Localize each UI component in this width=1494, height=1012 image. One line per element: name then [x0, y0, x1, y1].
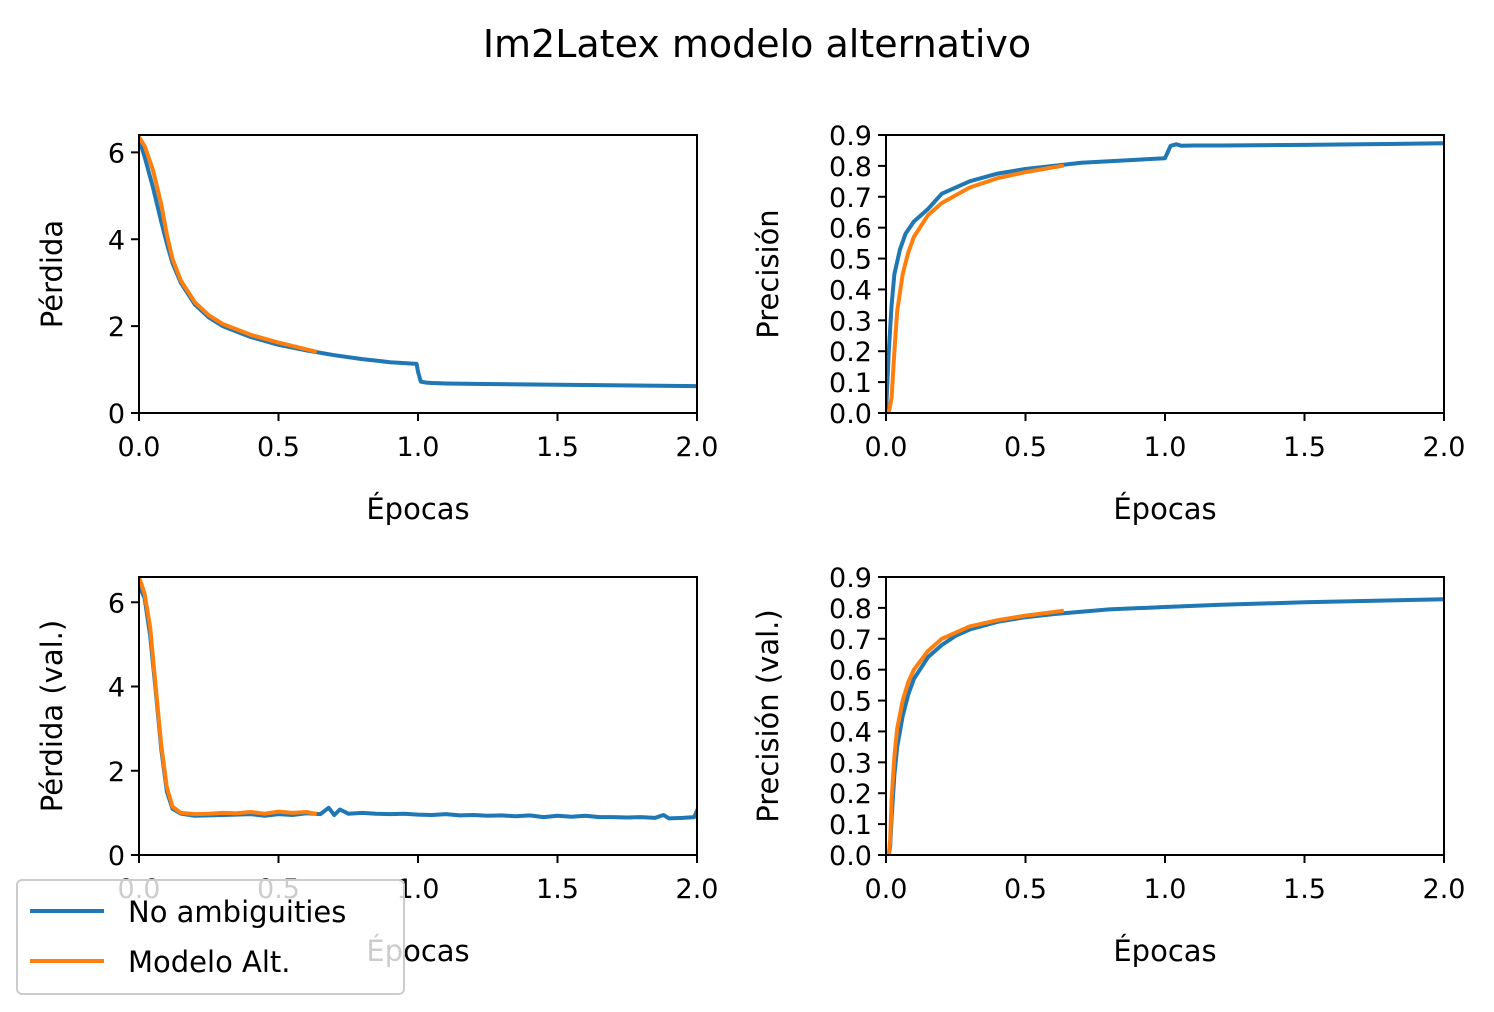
y-tick-label: 0.8 — [829, 594, 872, 625]
x-tick-label: 1.0 — [397, 432, 440, 463]
legend-box — [16, 879, 405, 995]
y-tick-label: 6 — [108, 588, 125, 619]
y-tick-label: 0 — [108, 841, 125, 872]
x-tick-label: 2.0 — [1423, 874, 1466, 905]
legend-label: No ambiguities — [128, 895, 346, 929]
y-tick-label: 0.4 — [829, 275, 872, 306]
y-tick-label: 2 — [108, 312, 125, 343]
y-tick-label: 0.1 — [829, 368, 872, 399]
chart-panel-1: 0.0 0.5 1.0 1.5 2.0 0 2 4 6 Épocas Pérdida — [35, 134, 719, 526]
x-tick-label: 0.0 — [118, 432, 161, 463]
y-tick-label: 0.7 — [829, 625, 872, 656]
legend: No ambiguities Modelo Alt. — [16, 879, 405, 995]
y-axis-label: Pérdida (val.) — [35, 620, 69, 812]
y-tick-label: 0.6 — [829, 214, 872, 245]
y-tick-label: 2 — [108, 757, 125, 788]
y-tick-label: 0.2 — [829, 337, 872, 368]
y-tick-label: 6 — [108, 138, 125, 169]
y-tick-label: 0.7 — [829, 183, 872, 214]
y-axis-label: Precisión (val.) — [751, 609, 785, 822]
y-tick-label: 4 — [108, 673, 125, 704]
x-axis-label: Épocas — [1113, 934, 1216, 968]
x-tick-label: 2.0 — [1423, 432, 1466, 463]
series-line-modelo-alt- — [139, 135, 318, 354]
x-axis-label: Épocas — [366, 492, 469, 526]
x-tick-label: 1.5 — [536, 874, 579, 905]
series-line-modelo-alt- — [886, 608, 1065, 855]
y-tick-label: 0.9 — [829, 121, 872, 152]
y-tick-label: 0.6 — [829, 656, 872, 687]
x-tick-label: 1.0 — [1144, 432, 1187, 463]
y-axis-label: Pérdida — [35, 220, 69, 328]
y-tick-label: 0.3 — [829, 748, 872, 779]
y-tick-label: 0.5 — [829, 687, 872, 718]
y-tick-label: 0.8 — [829, 152, 872, 183]
y-tick-label: 0.1 — [829, 810, 872, 841]
y-tick-label: 0.5 — [829, 245, 872, 276]
y-tick-label: 0.9 — [829, 563, 872, 594]
y-tick-label: 0.0 — [829, 841, 872, 872]
y-tick-label: 0 — [108, 399, 125, 430]
x-tick-label: 2.0 — [676, 874, 719, 905]
x-tick-label: 1.5 — [536, 432, 579, 463]
x-tick-label: 0.5 — [1004, 874, 1047, 905]
x-tick-label: 0.5 — [257, 432, 300, 463]
y-axis-label: Precisión — [751, 209, 785, 338]
y-tick-label: 0.2 — [829, 779, 872, 810]
x-tick-label: 0.0 — [865, 432, 908, 463]
y-tick-label: 0.4 — [829, 717, 872, 748]
figure-title: Im2Latex modelo alternativo — [483, 22, 1031, 66]
x-tick-label: 1.5 — [1283, 874, 1326, 905]
x-tick-label: 0.0 — [865, 874, 908, 905]
series-line-modelo-alt- — [139, 577, 318, 817]
chart-panel-2: 0.0 0.5 1.0 1.5 2.00.00.10.20.30.40.50.60.70… — [751, 121, 1465, 526]
chart-panel-4: 0.0 0.5 1.0 1.5 2.00.00.10.20.30.40.50.60.70… — [751, 563, 1465, 968]
series-line-modelo-alt- — [886, 163, 1065, 413]
y-tick-label: 0.3 — [829, 306, 872, 337]
x-tick-label: 0.5 — [1004, 432, 1047, 463]
x-tick-label: 1.0 — [1144, 874, 1187, 905]
y-tick-label: 4 — [108, 225, 125, 256]
y-tick-label: 0.0 — [829, 399, 872, 430]
x-tick-label: 1.5 — [1283, 432, 1326, 463]
legend-label: Modelo Alt. — [128, 945, 291, 979]
x-tick-label: 2.0 — [676, 432, 719, 463]
x-axis-label: Épocas — [1113, 492, 1216, 526]
